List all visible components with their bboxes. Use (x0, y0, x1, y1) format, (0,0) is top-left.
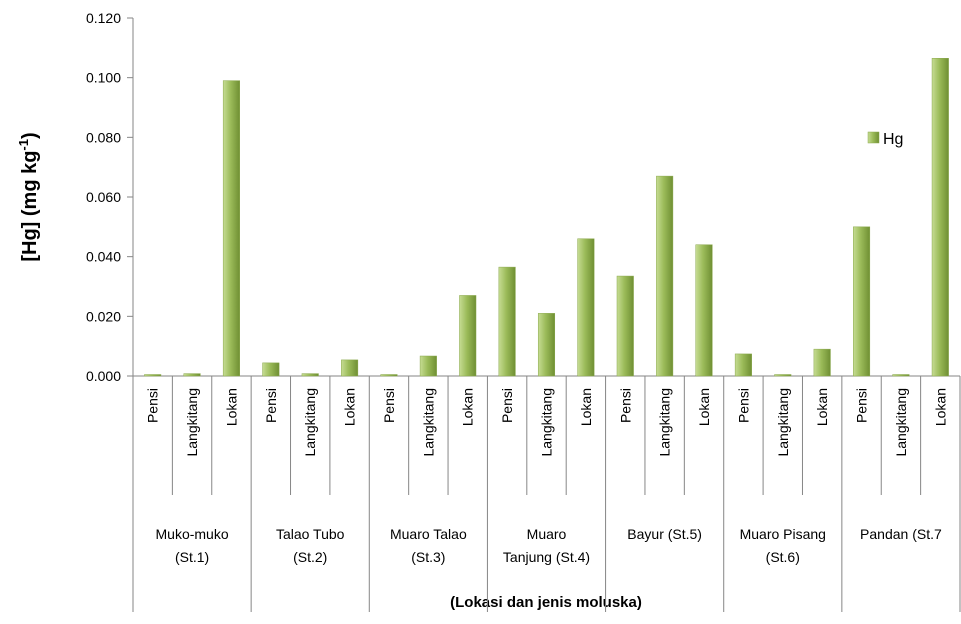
bar (656, 175, 674, 377)
x-tick-label: Langkitang (302, 388, 318, 457)
group-label: Tanjung (St.4) (503, 549, 590, 565)
bar (183, 373, 201, 377)
y-tick-label: 0.000 (86, 368, 121, 384)
y-tick-label: 0.080 (86, 129, 121, 145)
group-label: Muaro Pisang (740, 526, 826, 542)
x-tick-label: Langkitang (893, 388, 909, 457)
bar (813, 348, 831, 377)
group-label: (St.1) (175, 549, 209, 565)
group-label: (St.3) (411, 549, 445, 565)
bar (459, 295, 477, 377)
x-tick-label: Lokan (223, 388, 239, 426)
bar (853, 226, 871, 377)
y-label-end: ) (19, 132, 41, 139)
bar (774, 374, 792, 377)
x-tick-label: Pensi (381, 388, 397, 423)
x-tick-label: Pensi (735, 388, 751, 423)
group-label: Muaro (527, 526, 567, 542)
x-tick-label: Pensi (263, 388, 279, 423)
group-label: Talao Tubo (276, 526, 345, 542)
group-label: (St.6) (766, 549, 800, 565)
legend-swatch (867, 131, 880, 144)
bar (222, 80, 240, 377)
y-label-sup: -1 (16, 139, 31, 151)
bar (931, 58, 949, 377)
x-tick-label: Lokan (342, 388, 358, 426)
bar (734, 353, 752, 377)
x-tick-label: Pensi (617, 388, 633, 423)
x-axis-label: (Lokasi dan jenis moluska) (450, 594, 642, 611)
bar (144, 374, 162, 377)
bar (262, 362, 280, 377)
x-tick-label: Langkitang (420, 388, 436, 457)
bar (537, 313, 556, 377)
x-tick-label: Lokan (814, 388, 830, 426)
y-axis-label: [Hg] (mg kg-1) (16, 132, 41, 261)
bar (380, 374, 398, 377)
y-tick-label: 0.100 (86, 70, 121, 86)
bar (341, 359, 359, 377)
x-tick-label: Pensi (145, 388, 161, 423)
group-label: Muko-muko (156, 526, 229, 542)
x-tick-label: Langkitang (539, 388, 555, 457)
x-tick-label: Langkitang (184, 388, 200, 457)
x-tick-label: Lokan (460, 388, 476, 426)
bar (695, 244, 713, 377)
bar (616, 275, 634, 377)
x-tick-label: Lokan (696, 388, 712, 426)
group-label: Bayur (St.5) (627, 526, 702, 542)
y-tick-label: 0.040 (86, 249, 121, 265)
bar (419, 355, 437, 377)
group-label: (St.2) (293, 549, 327, 565)
y-tick-label: 0.120 (86, 10, 121, 26)
bar (892, 374, 910, 377)
x-tick-label: Lokan (578, 388, 594, 426)
bar (498, 266, 516, 377)
x-tick-label: Pensi (854, 388, 870, 423)
legend-label: Hg (883, 131, 903, 148)
bar (577, 238, 595, 377)
group-label: Muaro Talao (390, 526, 467, 542)
x-tick-label: Langkitang (657, 388, 673, 457)
bar (301, 373, 319, 377)
y-tick-label: 0.060 (86, 189, 121, 205)
group-label: Pandan (St.7 (860, 526, 942, 542)
y-tick-label: 0.020 (86, 308, 121, 324)
x-tick-label: Pensi (499, 388, 515, 423)
x-tick-label: Langkitang (775, 388, 791, 457)
x-tick-label: Lokan (932, 388, 948, 426)
y-label-main: [Hg] (mg kg (19, 151, 41, 262)
